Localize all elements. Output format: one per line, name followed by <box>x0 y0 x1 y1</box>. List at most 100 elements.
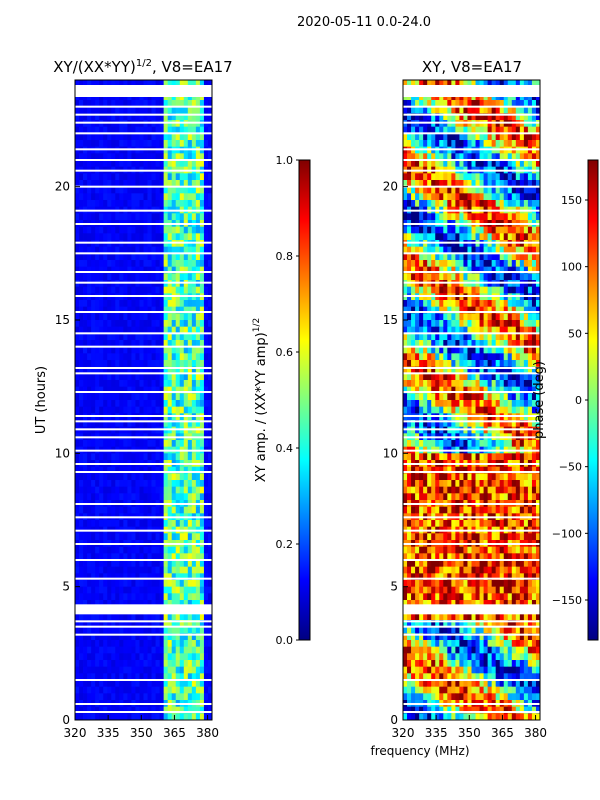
heatmap-cell <box>179 706 185 714</box>
heatmap-cell <box>75 153 80 161</box>
heatmap-cell <box>191 520 197 528</box>
heatmap-cell <box>199 393 205 401</box>
heatmap-cell <box>135 713 140 721</box>
heatmap-cell <box>135 533 140 541</box>
heatmap-cell <box>103 366 108 374</box>
heatmap-cell <box>99 406 104 414</box>
heatmap-cell <box>411 133 416 141</box>
heatmap-cell <box>527 300 533 308</box>
heatmap-cell <box>467 333 472 341</box>
heatmap-cell <box>447 346 452 354</box>
heatmap-cell <box>203 386 209 394</box>
heatmap-cell <box>491 353 497 361</box>
heatmap-cell <box>179 353 185 361</box>
heatmap-cell <box>439 320 444 328</box>
heatmap-cell <box>455 393 460 401</box>
heatmap-cell <box>131 686 136 694</box>
heatmap-cell <box>179 693 185 701</box>
heatmap-cell <box>403 126 408 134</box>
heatmap-cell <box>203 440 209 448</box>
heatmap-cell <box>191 580 197 588</box>
heatmap-cell <box>487 213 493 221</box>
heatmap-cell <box>203 346 209 354</box>
heatmap-cell <box>99 353 104 361</box>
heatmap-cell <box>87 113 92 121</box>
heatmap-cell <box>87 693 92 701</box>
flagged-row <box>75 271 212 273</box>
heatmap-cell <box>171 466 177 474</box>
heatmap-cell <box>159 473 165 481</box>
heatmap-cell <box>507 233 513 241</box>
heatmap-cell <box>135 186 140 194</box>
heatmap-cell <box>407 366 412 374</box>
heatmap-cell <box>419 200 424 208</box>
heatmap-cell <box>467 173 472 181</box>
heatmap-cell <box>111 273 116 281</box>
heatmap-cell <box>111 133 116 141</box>
heatmap-cell <box>179 533 185 541</box>
heatmap-cell <box>131 380 136 388</box>
heatmap-cell <box>419 100 424 108</box>
heatmap-cell <box>103 573 108 581</box>
heatmap-cell <box>151 126 156 134</box>
heatmap-cell <box>75 600 80 608</box>
heatmap-cell <box>195 153 201 161</box>
heatmap-cell <box>447 100 452 108</box>
heatmap-cell <box>175 320 181 328</box>
heatmap-cell <box>75 386 80 394</box>
heatmap-cell <box>195 346 201 354</box>
heatmap-cell <box>403 200 408 208</box>
heatmap-cell <box>423 80 428 88</box>
heatmap-cell <box>207 660 213 668</box>
heatmap-cell <box>155 653 161 661</box>
heatmap-cell <box>143 340 148 348</box>
heatmap-cell <box>187 273 193 281</box>
heatmap-cell <box>91 173 96 181</box>
heatmap-cell <box>107 573 112 581</box>
heatmap-cell <box>491 360 497 368</box>
heatmap-cell <box>455 346 460 354</box>
heatmap-cell <box>135 660 140 668</box>
heatmap-cell <box>499 133 505 141</box>
heatmap-cell <box>91 233 96 241</box>
heatmap-cell <box>127 100 132 108</box>
heatmap-cell <box>423 266 428 274</box>
heatmap-cell <box>431 140 436 148</box>
heatmap-cell <box>83 340 88 348</box>
heatmap-cell <box>183 173 189 181</box>
heatmap-cell <box>431 333 436 341</box>
heatmap-cell <box>515 173 521 181</box>
heatmap-cell <box>435 80 440 88</box>
heatmap-cell <box>131 613 136 621</box>
heatmap-cell <box>131 706 136 714</box>
heatmap-cell <box>187 686 193 694</box>
heatmap-cell <box>151 353 156 361</box>
heatmap-cell <box>487 286 493 294</box>
heatmap-cell <box>191 353 197 361</box>
heatmap-cell <box>191 140 197 148</box>
flagged-row <box>75 625 212 628</box>
heatmap-cell <box>171 160 177 168</box>
heatmap-cell <box>471 300 476 308</box>
heatmap-cell <box>75 420 80 428</box>
heatmap-cell <box>75 273 80 281</box>
heatmap-cell <box>455 300 460 308</box>
heatmap-cell <box>447 153 452 161</box>
heatmap-cell <box>167 393 173 401</box>
heatmap-cell <box>507 100 513 108</box>
flagged-row <box>75 679 212 681</box>
heatmap-cell <box>111 420 116 428</box>
heatmap-cell <box>187 620 193 628</box>
heatmap-cell <box>151 506 156 514</box>
heatmap-cell <box>195 273 201 281</box>
heatmap-cell <box>91 420 96 428</box>
heatmap-cell <box>475 213 480 221</box>
heatmap-cell <box>147 366 152 374</box>
heatmap-cell <box>119 340 124 348</box>
heatmap-cell <box>95 300 100 308</box>
heatmap-cell <box>487 246 493 254</box>
heatmap-cell <box>167 613 173 621</box>
heatmap-cell <box>495 233 501 241</box>
heatmap-cell <box>207 126 213 134</box>
heatmap-cell <box>119 80 124 88</box>
